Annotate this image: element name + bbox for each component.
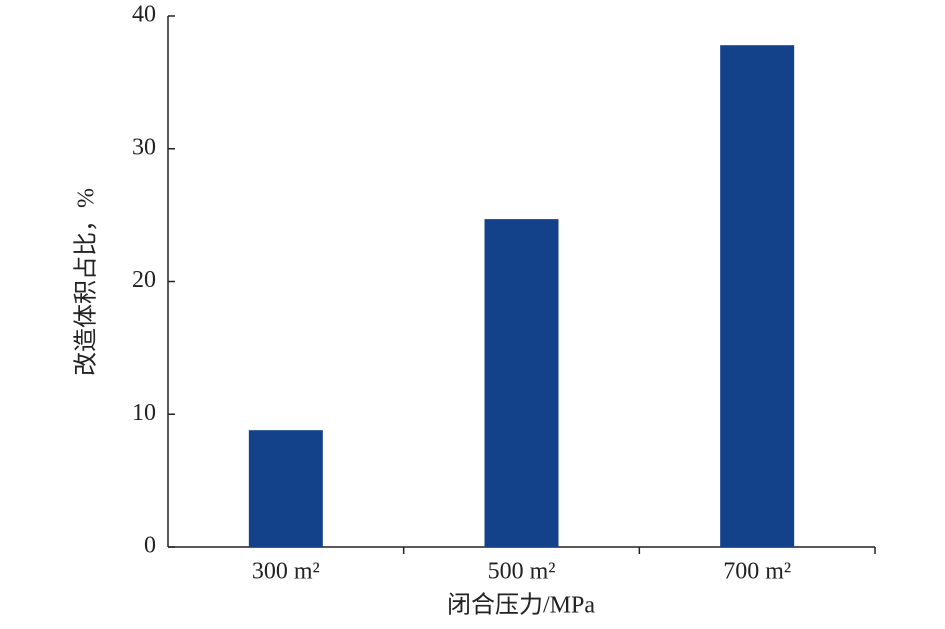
x-tick-label: 500 m²	[488, 559, 556, 585]
bar	[248, 430, 323, 547]
y-tick-label: 20	[132, 267, 156, 293]
y-tick-label: 10	[132, 400, 156, 426]
y-axis-label: 改造体积占比，%	[73, 188, 100, 376]
bar	[720, 45, 795, 547]
bar	[484, 219, 559, 548]
y-tick-label: 30	[132, 134, 156, 160]
x-axis-label: 闭合压力/MPa	[447, 592, 595, 619]
y-tick-label: 40	[132, 2, 156, 28]
y-tick-label: 0	[144, 533, 156, 559]
x-tick-label: 700 m²	[723, 559, 791, 585]
x-tick-label: 300 m²	[252, 559, 320, 585]
